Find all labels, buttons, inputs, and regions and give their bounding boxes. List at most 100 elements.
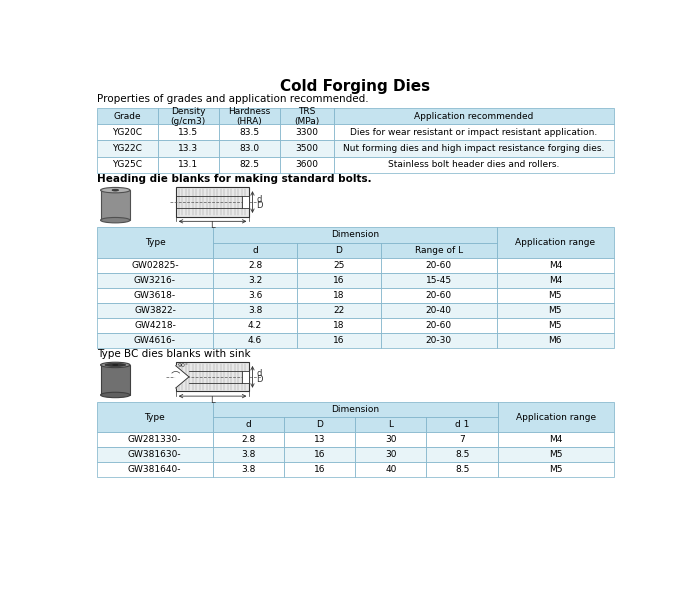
Bar — [213, 227, 497, 242]
Text: TRS
(MPa): TRS (MPa) — [295, 107, 319, 126]
Text: M5: M5 — [549, 305, 562, 315]
Text: d: d — [256, 195, 262, 204]
Text: D: D — [335, 245, 342, 255]
Bar — [97, 156, 158, 173]
Text: 30: 30 — [385, 450, 396, 459]
Text: d: d — [245, 421, 251, 429]
Bar — [176, 187, 249, 217]
Bar — [297, 288, 380, 302]
Text: 13.5: 13.5 — [178, 128, 198, 137]
Text: 3.2: 3.2 — [248, 276, 262, 285]
Text: M5: M5 — [549, 450, 563, 459]
Text: Nut forming dies and high impact resistance forging dies.: Nut forming dies and high impact resista… — [343, 144, 604, 153]
Text: 13: 13 — [314, 435, 325, 444]
Text: Stainless bolt header dies and rollers.: Stainless bolt header dies and rollers. — [388, 160, 559, 169]
Bar — [242, 371, 249, 383]
Bar — [380, 302, 497, 318]
Text: D: D — [256, 201, 263, 210]
Text: Hardness
(HRA): Hardness (HRA) — [228, 107, 270, 126]
Text: 16: 16 — [333, 276, 344, 285]
Bar — [213, 273, 297, 288]
Text: GW3618-: GW3618- — [134, 290, 176, 299]
Text: Heading die blanks for making standard bolts.: Heading die blanks for making standard b… — [97, 174, 371, 184]
Text: 8.5: 8.5 — [455, 465, 469, 474]
Ellipse shape — [113, 364, 118, 365]
Text: YG20C: YG20C — [112, 128, 142, 137]
Text: 15-45: 15-45 — [426, 276, 452, 285]
Bar — [356, 418, 426, 432]
Bar — [497, 288, 613, 302]
Bar — [497, 333, 613, 348]
Text: M6: M6 — [549, 336, 562, 345]
Text: 7: 7 — [459, 435, 465, 444]
Text: 83.5: 83.5 — [239, 128, 259, 137]
Text: 40: 40 — [385, 465, 396, 474]
Text: M4: M4 — [549, 435, 563, 444]
Bar — [497, 258, 613, 273]
Bar — [97, 288, 213, 302]
Bar — [497, 318, 613, 333]
Text: 20-30: 20-30 — [426, 336, 452, 345]
Text: Grade: Grade — [114, 112, 141, 121]
Ellipse shape — [112, 189, 119, 191]
Bar — [297, 273, 380, 288]
Text: GW02825-: GW02825- — [131, 261, 179, 270]
Bar — [97, 258, 213, 273]
Text: L: L — [210, 221, 215, 230]
Bar — [284, 462, 356, 478]
Bar — [213, 462, 284, 478]
Bar — [426, 432, 498, 447]
Bar — [280, 156, 334, 173]
Text: 20-60: 20-60 — [426, 321, 452, 330]
Bar — [97, 447, 213, 462]
Bar — [97, 302, 213, 318]
Text: GW3216-: GW3216- — [134, 276, 176, 285]
Text: GW4218-: GW4218- — [134, 321, 176, 330]
Ellipse shape — [105, 364, 125, 367]
Bar — [334, 124, 613, 141]
Text: L: L — [388, 421, 394, 429]
Bar — [380, 318, 497, 333]
Bar — [97, 462, 213, 478]
Bar — [297, 333, 380, 348]
Bar — [100, 190, 130, 220]
Text: 3.8: 3.8 — [248, 305, 262, 315]
Text: M4: M4 — [549, 276, 562, 285]
Bar — [334, 156, 613, 173]
Bar — [297, 318, 380, 333]
Bar — [498, 447, 613, 462]
Text: 20-60: 20-60 — [426, 290, 452, 299]
Bar — [426, 418, 498, 432]
Text: 8.5: 8.5 — [455, 450, 469, 459]
Text: 16: 16 — [314, 465, 325, 474]
Text: Type: Type — [145, 238, 166, 247]
Bar — [498, 432, 613, 447]
Text: Type BC dies blanks with sink: Type BC dies blanks with sink — [97, 349, 250, 359]
Text: 3.8: 3.8 — [241, 450, 256, 459]
Text: GW381640-: GW381640- — [128, 465, 182, 474]
Bar — [158, 108, 219, 124]
Text: YG25C: YG25C — [112, 160, 142, 169]
Text: 90°: 90° — [178, 363, 189, 368]
Bar — [498, 402, 613, 432]
Bar — [280, 108, 334, 124]
Text: Properties of grades and application recommended.: Properties of grades and application rec… — [97, 94, 368, 104]
Text: 83.0: 83.0 — [239, 144, 259, 153]
Bar — [213, 302, 297, 318]
Bar — [284, 418, 356, 432]
Bar — [356, 447, 426, 462]
Text: 4.2: 4.2 — [248, 321, 262, 330]
Bar — [158, 156, 219, 173]
Bar — [97, 432, 213, 447]
Polygon shape — [176, 366, 189, 388]
Bar — [97, 273, 213, 288]
Bar — [219, 141, 280, 156]
Text: Dies for wear resistant or impact resistant application.: Dies for wear resistant or impact resist… — [350, 128, 597, 137]
Text: Type: Type — [144, 413, 165, 422]
Text: 82.5: 82.5 — [239, 160, 259, 169]
Text: 13.1: 13.1 — [178, 160, 198, 169]
Text: 25: 25 — [333, 261, 344, 270]
Text: D: D — [256, 376, 263, 384]
Text: 13.3: 13.3 — [178, 144, 198, 153]
Bar — [356, 432, 426, 447]
